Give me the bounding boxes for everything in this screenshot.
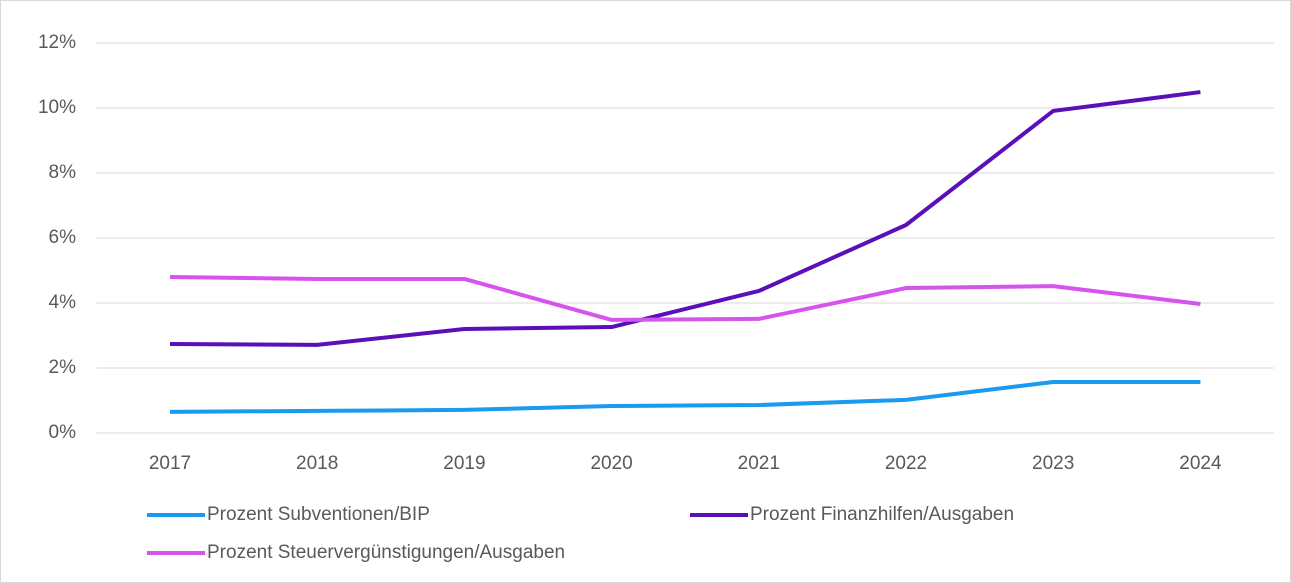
y-tick-label: 0% xyxy=(49,422,77,443)
y-tick-label: 2% xyxy=(49,357,77,378)
series-line xyxy=(169,379,1201,414)
x-tick-label: 2021 xyxy=(738,453,780,474)
x-tick-label: 2023 xyxy=(1032,453,1074,474)
x-tick-label: 2019 xyxy=(443,453,485,474)
x-tick-label: 2018 xyxy=(296,453,338,474)
legend-label: Prozent Finanzhilfen/Ausgaben xyxy=(750,504,1014,525)
legend-label: Prozent Steuervergünstigungen/Ausgaben xyxy=(207,542,565,563)
y-tick-label: 10% xyxy=(38,97,76,118)
y-tick-label: 4% xyxy=(49,292,77,313)
series-line xyxy=(169,275,1201,322)
y-tick-label: 8% xyxy=(49,162,77,183)
y-tick-label: 12% xyxy=(38,32,76,53)
x-tick-label: 2020 xyxy=(590,453,632,474)
x-tick-label: 2022 xyxy=(885,453,927,474)
legend-label: Prozent Subventionen/BIP xyxy=(207,504,430,525)
y-tick-label: 6% xyxy=(49,227,77,248)
series-line xyxy=(169,90,1201,347)
x-tick-label: 2017 xyxy=(149,453,191,474)
x-tick-label: 2024 xyxy=(1179,453,1222,474)
